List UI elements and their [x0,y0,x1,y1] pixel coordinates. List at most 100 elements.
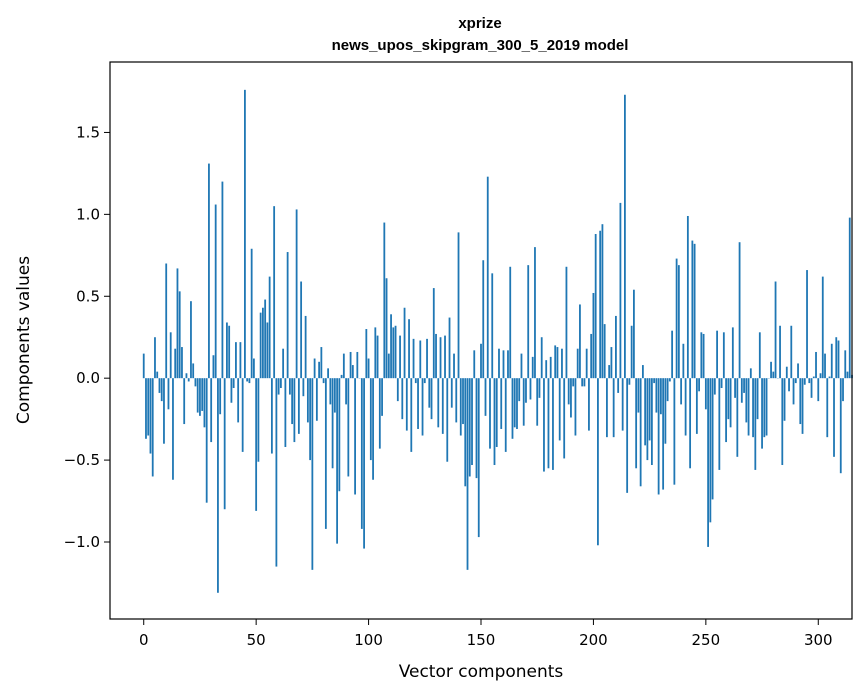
bar [333,378,336,413]
chart-title-line-2: news_upos_skipgram_300_5_2019 model [332,37,629,54]
bar [689,378,692,469]
bar [232,378,235,389]
bar [437,378,440,428]
bar [493,378,496,466]
bar [378,378,381,449]
bar [747,378,750,436]
bar [464,378,467,487]
bar [324,378,327,529]
bar [241,378,244,452]
x-axis-label: Vector components [399,662,564,682]
bar [531,356,534,379]
bar [448,317,451,379]
bar [626,378,629,493]
bar [745,378,748,423]
bar [570,378,572,418]
bar [219,378,222,415]
x-tick-label: 50 [247,631,266,649]
bar [828,376,831,379]
bar [826,378,829,438]
y-tick-label: 0.5 [76,287,100,305]
bar [677,265,680,379]
bar [641,365,644,379]
bar [758,332,761,379]
bar [592,292,595,379]
bar-series [142,89,853,593]
bar [815,351,817,379]
bar [806,270,808,379]
bar [453,353,455,379]
bar [574,378,577,436]
bar [174,348,177,379]
bar [363,378,365,549]
bar [686,215,689,379]
bar [250,248,253,379]
bar [160,378,163,402]
bar [185,373,188,379]
x-tick-label: 200 [579,631,608,649]
bar [554,345,557,379]
y-axis-label: Components values [14,256,34,424]
bar [718,378,721,470]
bar [327,368,329,379]
bar [673,378,676,485]
bar [329,378,332,405]
bar [226,322,228,379]
bar [844,350,847,379]
bar [156,371,159,379]
bar [520,353,523,379]
bar [563,378,566,459]
bar [145,378,147,439]
bar [165,263,168,379]
bar [365,329,368,379]
bar [736,378,739,457]
bar [498,348,500,379]
bar [246,378,249,382]
bar [302,378,305,397]
bar [376,335,379,379]
bar [552,378,554,470]
bar [495,378,498,447]
bar [230,378,233,403]
bar [432,288,435,379]
bar [266,322,269,379]
bar [716,330,718,379]
bar [405,378,408,431]
bar [783,378,786,421]
bar [700,332,703,379]
bar [657,378,660,495]
bar [666,378,669,402]
bar [199,378,201,416]
bar [682,343,685,379]
bar [529,378,532,400]
bar [509,266,512,379]
bar [394,325,397,379]
bar [608,365,611,379]
bar [412,338,415,379]
bar [774,281,777,379]
bar [390,314,392,379]
bar [410,378,413,452]
bar [792,378,795,405]
bar [522,378,525,426]
bar [543,378,545,472]
bar [255,378,258,511]
bar [455,378,458,423]
bar [426,338,428,379]
bar [799,378,802,425]
bar [228,325,231,379]
bar [203,378,206,428]
bar [525,378,527,403]
bar [635,378,638,469]
bar [313,358,316,379]
bar [468,378,471,477]
bar [149,378,152,454]
bar [257,378,260,462]
bar [309,378,312,461]
bar [610,347,613,379]
bar [817,378,820,402]
bar [480,343,482,379]
x-tick-label: 100 [354,631,383,649]
bar [668,378,671,382]
bar [273,206,276,379]
